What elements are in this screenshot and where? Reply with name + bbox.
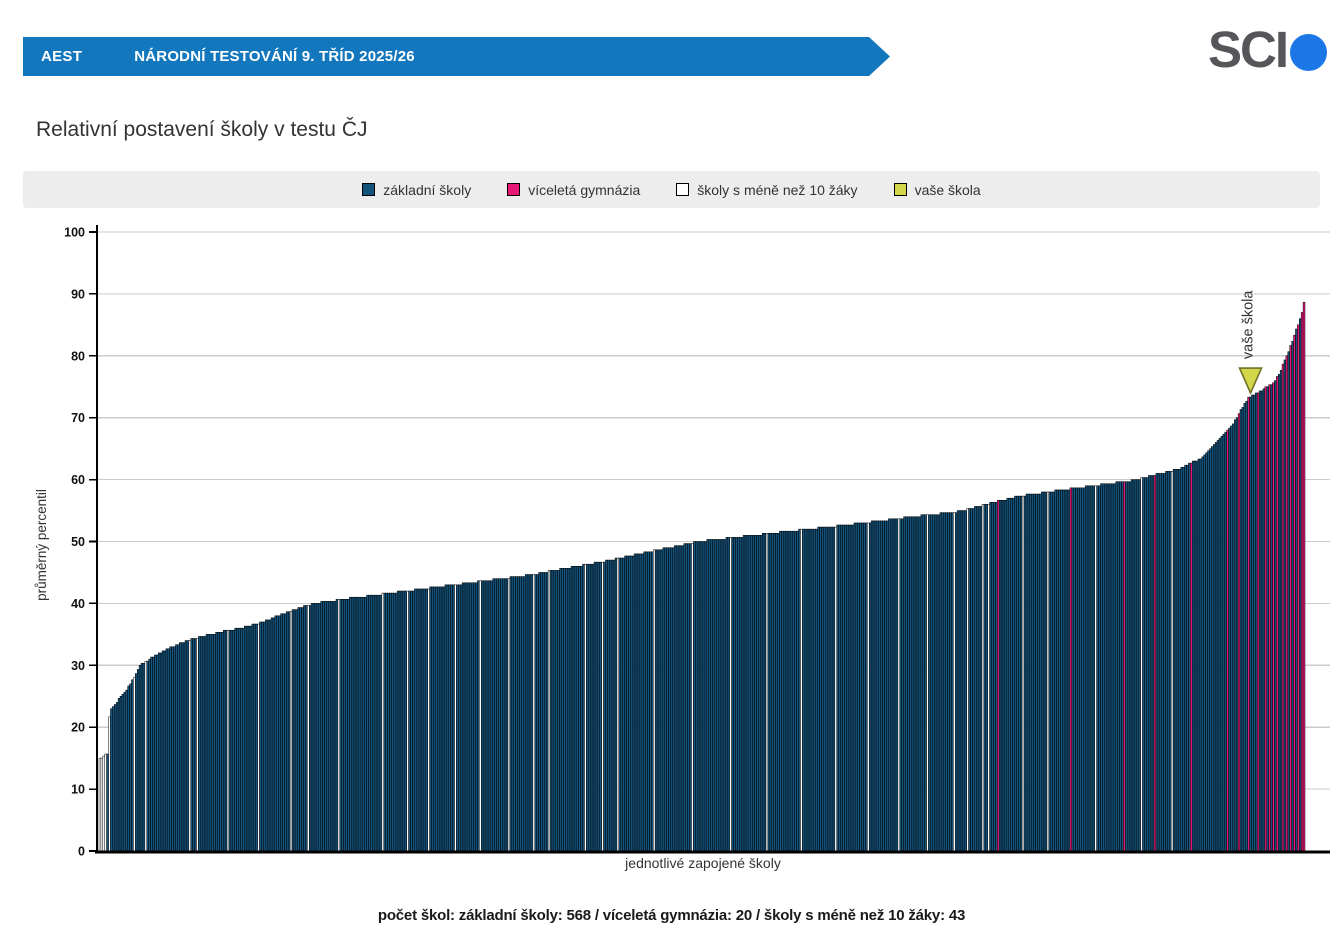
legend-label: víceletá gymnázia [528,181,641,198]
svg-text:průměrný percentil: průměrný percentil [34,489,49,601]
svg-text:70: 70 [71,411,85,425]
legend-swatch-vase-skola [893,183,907,196]
scio-logo: SCI [1208,24,1327,75]
percentile-bar-chart: 0 10 20 30 40 50 60 70 80 90 100 vaše škola průměrný… [0,215,1343,887]
page-title: Relativní postavení školy v testu ČJ [36,118,368,141]
svg-text:80: 80 [71,349,85,363]
banner-code: AEST [41,48,83,65]
banner-title: NÁRODNÍ TESTOVÁNÍ 9. TŘÍD 2025/26 [134,48,415,65]
legend-swatch-zakladni [362,183,376,196]
legend-item-male-skoly: školy s méně než 10 žáky [676,181,858,198]
svg-text:40: 40 [71,597,85,611]
svg-text:50: 50 [71,535,85,549]
footer-summary: počet škol: základní školy: 568 / vícele… [377,907,966,924]
chart-legend: základní školy víceletá gymnázia školy s… [23,171,1320,208]
logo-text: SCI [1207,21,1289,78]
svg-text:60: 60 [71,473,85,487]
legend-swatch-gymnazia [507,183,521,196]
legend-label: základní školy [383,181,472,198]
legend-item-viceleta-gymnazia: víceletá gymnázia [507,182,640,198]
legend-item-zakladni-skoly: základní školy [362,182,471,198]
svg-text:100: 100 [64,226,85,240]
legend-label: školy s méně než 10 žáky [697,181,858,198]
legend-swatch-male-skoly [676,183,690,196]
legend-label: vaše škola [914,181,981,198]
svg-text:jednotlivé zapojené školy: jednotlivé zapojené školy [624,855,781,871]
svg-text:90: 90 [71,287,85,301]
svg-text:20: 20 [71,721,85,735]
svg-text:10: 10 [71,783,85,797]
legend-item-vase-skola: vaše škola [893,181,981,198]
chart-canvas: 0 10 20 30 40 50 60 70 80 90 100 vaše škola průměrný… [34,225,1330,871]
svg-text:vaše škola: vaše škola [1241,290,1257,359]
svg-text:0: 0 [78,845,85,859]
svg-text:30: 30 [71,659,85,673]
report-banner: AEST NÁRODNÍ TESTOVÁNÍ 9. TŘÍD 2025/26 [23,37,890,76]
logo-dot-icon [1290,34,1327,71]
